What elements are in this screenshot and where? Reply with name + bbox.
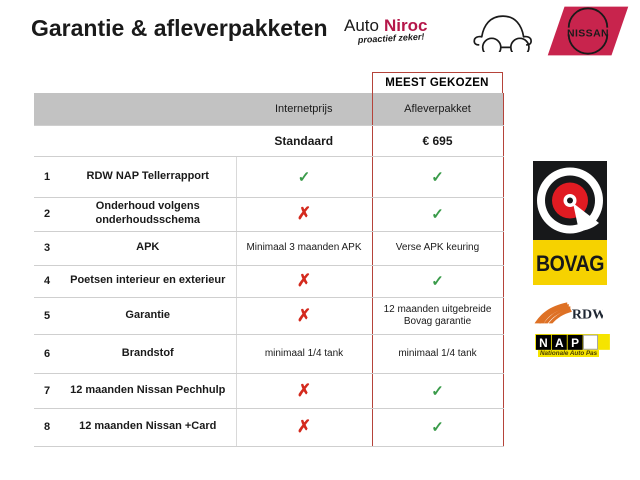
svg-text:P: P xyxy=(571,336,579,350)
svg-text:RDW: RDW xyxy=(572,308,603,323)
svg-text:N: N xyxy=(539,336,548,350)
svg-text:A: A xyxy=(555,336,564,350)
svg-text:Auto: Auto xyxy=(344,16,379,35)
svg-text:NISSAN: NISSAN xyxy=(567,28,609,39)
svg-text:BOVAG: BOVAG xyxy=(536,251,604,276)
